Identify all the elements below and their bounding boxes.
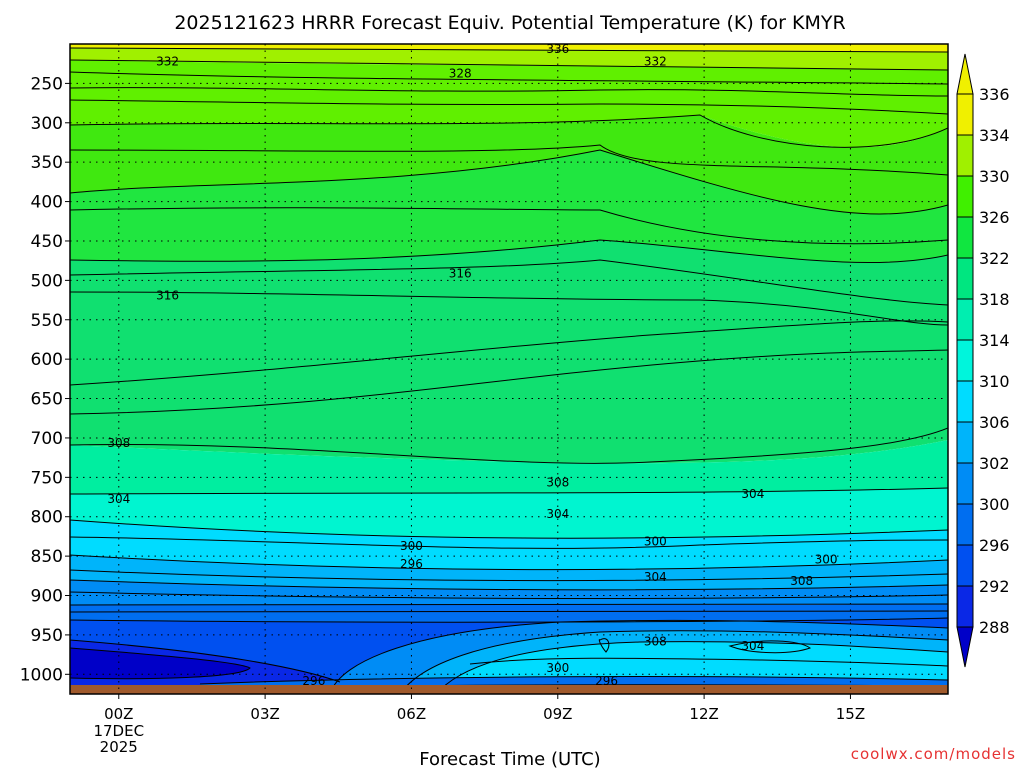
x-tick-date-label: 2025 (100, 738, 138, 756)
colorbar-segment (956, 175, 974, 218)
x-tick-label: 03Z (250, 705, 279, 723)
colorbar-segment (956, 298, 974, 341)
chart-title: 2025121623 HRRR Forecast Equiv. Potentia… (174, 12, 845, 34)
colorbar-segment (956, 134, 974, 177)
colorbar-tick-label: 292 (979, 577, 1010, 596)
y-tick-label: 400 (31, 193, 63, 213)
colorbar-segment (956, 339, 974, 382)
contour-label: 332 (644, 55, 667, 69)
y-tick-label: 800 (31, 508, 63, 528)
colorbar-segment (956, 93, 974, 136)
contour-label: 308 (790, 574, 813, 588)
y-tick-label: 450 (31, 232, 63, 252)
contour-label: 304 (741, 639, 764, 653)
colorbar-tick-label: 336 (979, 85, 1010, 104)
y-axis: 250 300 350 400 450 500 550 600 650 700 750 800 850 9… (20, 74, 70, 685)
contour-label: 332 (156, 55, 179, 69)
y-tick-label: 850 (31, 547, 63, 567)
gridlines (70, 44, 948, 694)
x-tick-label: 00Z (104, 705, 133, 723)
y-tick-label: 1000 (20, 665, 63, 685)
y-tick-label: 300 (31, 114, 63, 134)
colorbar-segment (956, 462, 974, 505)
band-314 (70, 440, 948, 494)
band-326 (70, 115, 948, 214)
contour-label: 296 (400, 557, 423, 571)
band-322 (70, 150, 948, 263)
colorbar-tick-label: 314 (979, 331, 1010, 350)
colorbar-segment (956, 216, 974, 259)
band-300 (70, 580, 948, 605)
contour-label: 316 (449, 266, 472, 280)
colorbar-segment (956, 380, 974, 423)
contour-label: 304 (107, 492, 130, 506)
y-tick-label: 600 (31, 350, 63, 370)
y-tick-label: 650 (31, 390, 63, 410)
colorbar-segment (956, 257, 974, 300)
colorbar-tick-label: 318 (979, 290, 1010, 309)
colorbar-high-arrow (956, 53, 974, 95)
x-tick-label: 12Z (689, 705, 718, 723)
band-306 (70, 520, 948, 570)
y-tick-label: 550 (31, 311, 63, 331)
contour-label: 304 (644, 570, 667, 584)
colorbar-segment (956, 421, 974, 464)
colorbar-low-arrow (956, 626, 974, 668)
contour-label: 300 (546, 661, 569, 675)
colorbar-tick-label: 302 (979, 454, 1010, 473)
contour-label: 308 (107, 436, 130, 450)
colorbar-segment (956, 503, 974, 546)
band-310 (70, 488, 948, 539)
contour-label: 304 (741, 487, 764, 501)
y-tick-label: 350 (31, 153, 63, 173)
band-336 (70, 44, 948, 52)
colorbar-tick-label: 326 (979, 208, 1010, 227)
contour-label: 300 (644, 534, 667, 548)
contour-label: 336 (546, 42, 569, 56)
x-tick-label: 06Z (397, 705, 426, 723)
plot-area (70, 44, 948, 694)
band-302 (70, 555, 948, 590)
band-318 (70, 240, 948, 464)
colorbar-tick-label: 330 (979, 167, 1010, 186)
x-tick-label: 15Z (836, 705, 865, 723)
band-296 (70, 604, 948, 623)
ground-surface (70, 685, 948, 694)
y-tick-label: 500 (31, 271, 63, 291)
plot-frame (69, 43, 949, 695)
colorbar-tick-label: 322 (979, 249, 1010, 268)
y-tick-label: 750 (31, 468, 63, 488)
colorbar-segment (956, 585, 974, 628)
x-tick-date-label: 17DEC (93, 722, 144, 740)
site-credit: coolwx.com/models (851, 745, 1016, 763)
colorbar-tick-label: 310 (979, 372, 1010, 391)
colorbar-tick-label: 296 (979, 536, 1010, 555)
y-tick-label: 950 (31, 626, 63, 646)
band-334 (70, 48, 948, 70)
contour-label: 328 (449, 66, 472, 80)
contour-label: 308 (546, 475, 569, 489)
x-tick-label: 09Z (543, 705, 572, 723)
contour-label: 300 (400, 539, 423, 553)
x-axis-title: Forecast Time (UTC) (419, 749, 600, 768)
colorbar-segment (956, 544, 974, 587)
contour-label: 304 (546, 507, 569, 521)
contour-label: 300 (815, 552, 838, 566)
colorbar-tick-label: 288 (979, 618, 1010, 637)
y-tick-label: 700 (31, 429, 63, 449)
contour-label: 316 (156, 289, 179, 303)
colorbar-tick-label: 300 (979, 495, 1010, 514)
contour-label: 308 (644, 634, 667, 648)
band-core (70, 648, 250, 679)
contour-label: 296 (595, 674, 618, 688)
colorbar-tick-label: 306 (979, 413, 1010, 432)
colorbar-tick-label: 334 (979, 126, 1010, 145)
colorbar: 288 292 296 300 302 306 310 314 318 322 326 330 334 3… (956, 53, 1010, 668)
contour-label: 296 (302, 674, 325, 688)
y-tick-label: 900 (31, 587, 63, 607)
y-tick-label: 250 (31, 74, 63, 94)
